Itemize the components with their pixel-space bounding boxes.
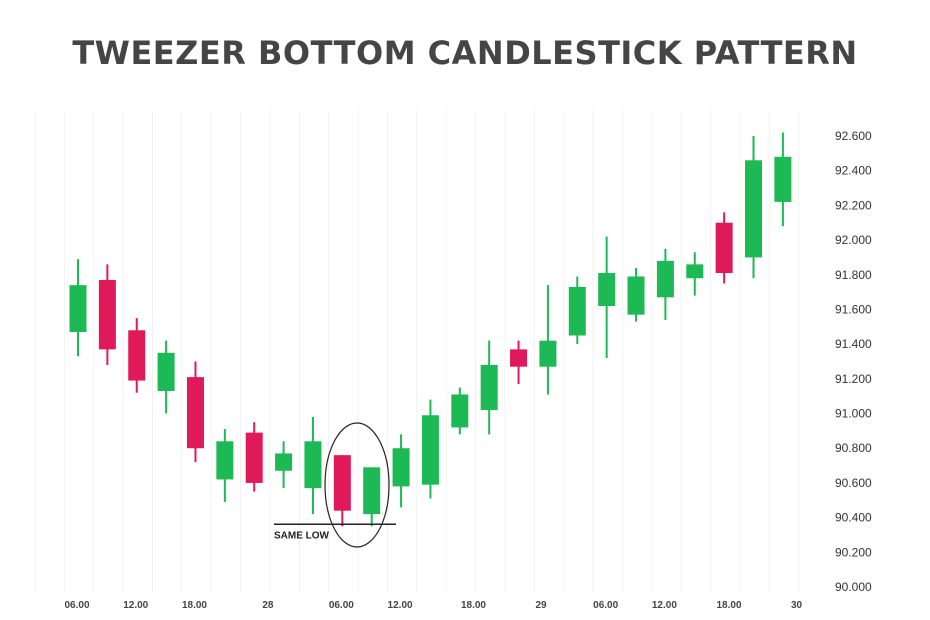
bullish-candle — [451, 394, 469, 428]
y-tick-label: 90.800 — [835, 441, 872, 455]
bearish-candle — [186, 377, 204, 449]
x-tick-label: 18.00 — [716, 600, 741, 611]
y-tick-label: 92.600 — [835, 129, 872, 143]
bullish-candle — [157, 352, 175, 391]
bullish-candle — [216, 441, 234, 480]
y-tick-label: 90.400 — [835, 511, 872, 525]
x-tick-label: 12.00 — [652, 600, 677, 611]
bearish-candle — [128, 330, 146, 381]
same-low-label: SAME LOW — [274, 530, 330, 541]
bullish-candle — [598, 273, 616, 306]
x-tick-label: 28 — [262, 600, 274, 611]
y-tick-label: 91.000 — [835, 407, 872, 421]
bullish-candle — [275, 453, 293, 471]
y-tick-label: 90.600 — [835, 476, 872, 490]
bullish-candle — [774, 156, 792, 202]
bullish-candle — [392, 448, 410, 487]
y-tick-label: 91.200 — [835, 372, 872, 386]
y-tick-label: 92.000 — [835, 233, 872, 247]
bearish-candle — [510, 349, 528, 367]
bearish-candle — [715, 222, 733, 274]
tweezer-highlight-ellipse — [324, 422, 390, 548]
x-tick-label: 06.00 — [593, 600, 618, 611]
chart-title: TWEEZER BOTTOM CANDLESTICK PATTERN — [72, 34, 858, 72]
bullish-candle — [686, 264, 704, 279]
x-tick-label: 30 — [791, 600, 803, 611]
bearish-candle — [98, 279, 116, 350]
bullish-candle — [656, 260, 674, 298]
y-tick-label: 92.400 — [835, 164, 872, 178]
x-tick-label: 12.00 — [123, 600, 148, 611]
y-tick-label: 91.400 — [835, 337, 872, 351]
y-tick-label: 91.800 — [835, 268, 872, 282]
bullish-candle — [363, 467, 381, 515]
bearish-candle — [333, 455, 351, 511]
bullish-candle — [627, 276, 645, 315]
bullish-candle — [745, 160, 763, 258]
bearish-candle — [245, 432, 263, 483]
bullish-candle — [421, 415, 439, 485]
x-tick-label: 29 — [535, 600, 547, 611]
bullish-candle — [480, 364, 498, 411]
y-tick-label: 90.000 — [835, 580, 872, 594]
x-tick-label: 12.00 — [388, 600, 413, 611]
bullish-candle — [304, 441, 322, 489]
x-tick-label: 06.00 — [64, 600, 89, 611]
x-tick-label: 06.00 — [329, 600, 354, 611]
x-tick-label: 18.00 — [182, 600, 207, 611]
bullish-candle — [568, 286, 586, 336]
bullish-candle — [69, 285, 87, 333]
y-tick-label: 90.200 — [835, 545, 872, 559]
x-tick-label: 18.00 — [461, 600, 486, 611]
y-tick-label: 92.200 — [835, 198, 872, 212]
bullish-candle — [539, 340, 557, 367]
y-tick-label: 91.600 — [835, 302, 872, 316]
